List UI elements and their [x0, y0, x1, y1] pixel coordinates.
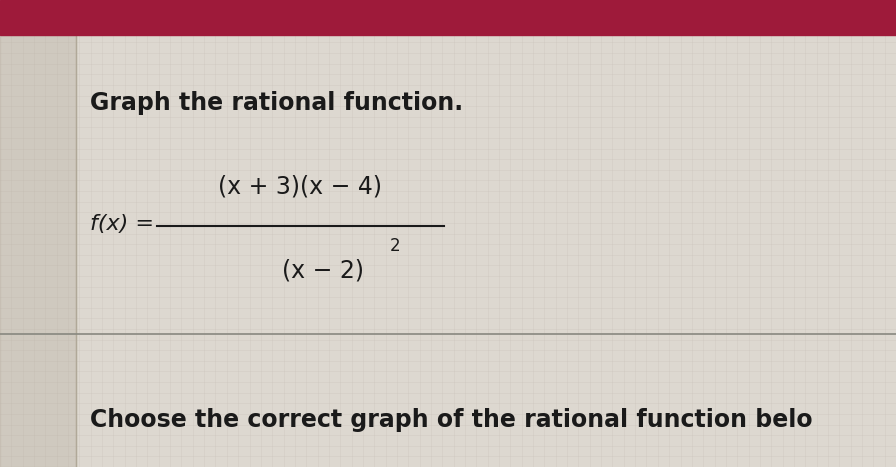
Bar	[0, 35, 76, 467]
Text: Graph the rational function.: Graph the rational function.	[90, 91, 462, 115]
Bar	[0, 0, 896, 35]
Text: f(x) =: f(x) =	[90, 214, 153, 234]
Text: (x + 3)(x − 4): (x + 3)(x − 4)	[218, 175, 383, 199]
Text: Choose the correct graph of the rational function belo: Choose the correct graph of the rational…	[90, 408, 813, 432]
Text: (x − 2): (x − 2)	[282, 259, 365, 283]
Text: 2: 2	[390, 236, 401, 255]
